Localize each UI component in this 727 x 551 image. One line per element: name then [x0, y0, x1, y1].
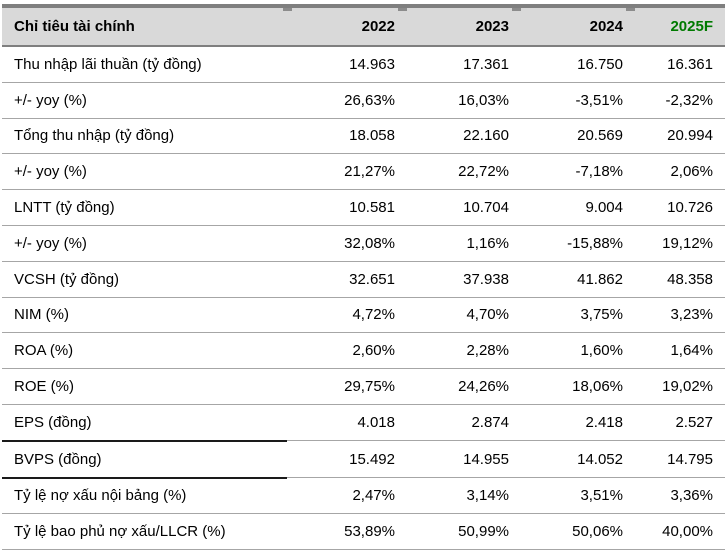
- cell-2025f: 10.726: [630, 189, 725, 226]
- table-top-border: [2, 4, 725, 11]
- header-year-2025f: 2025F: [630, 8, 725, 47]
- row-label: ROA (%): [2, 332, 287, 370]
- cell-2023: 50,99%: [402, 513, 516, 551]
- cell-2023: 37.938: [402, 261, 516, 298]
- row-label: LNTT (tỷ đồng): [2, 189, 287, 226]
- cell-2024: -3,51%: [516, 82, 630, 119]
- cell-2022: 53,89%: [287, 513, 402, 551]
- table-row-roe: ROE (%) 29,75% 24,26% 18,06% 19,02%: [2, 368, 725, 405]
- table-row-roa: ROA (%) 2,60% 2,28% 1,60% 1,64%: [2, 332, 725, 370]
- cell-2022: 2,60%: [287, 332, 402, 370]
- cell-2022: 10.581: [287, 189, 402, 226]
- cell-2022: 14.963: [287, 46, 402, 83]
- table-row-llcr: Tỷ lệ bao phủ nợ xấu/LLCR (%) 53,89% 50,…: [2, 513, 725, 551]
- cell-2023: 2.874: [402, 404, 516, 442]
- header-year-2022: 2022: [287, 8, 402, 47]
- table-body: Thu nhập lãi thuần (tỷ đồng) 14.963 17.3…: [2, 46, 725, 551]
- table-row-eps: EPS (đồng) 4.018 2.874 2.418 2.527: [2, 404, 725, 442]
- cell-2022: 32,08%: [287, 225, 402, 262]
- table-row-yoy: +/- yoy (%) 21,27% 22,72% -7,18% 2,06%: [2, 153, 725, 191]
- cell-2025f: 16.361: [630, 46, 725, 83]
- table-row-yoy: +/- yoy (%) 26,63% 16,03% -3,51% -2,32%: [2, 82, 725, 119]
- table-header: Chỉ tiêu tài chính 2022 2023 2024 2025F: [2, 8, 725, 47]
- table-row-yoy: +/- yoy (%) 32,08% 1,16% -15,88% 19,12%: [2, 225, 725, 262]
- cell-2023: 3,14%: [402, 477, 516, 515]
- cell-2025f: 3,23%: [630, 297, 725, 334]
- row-label: NIM (%): [2, 297, 287, 334]
- row-label: Thu nhập lãi thuần (tỷ đồng): [2, 46, 287, 83]
- cell-2025f: 48.358: [630, 261, 725, 298]
- column-boundary-tick: [398, 8, 407, 11]
- cell-2023: 24,26%: [402, 368, 516, 405]
- header-label: Chỉ tiêu tài chính: [2, 8, 287, 47]
- cell-2025f: 3,36%: [630, 477, 725, 515]
- cell-2023: 1,16%: [402, 225, 516, 262]
- row-label: +/- yoy (%): [2, 82, 287, 119]
- cell-2022: 15.492: [287, 440, 402, 479]
- table-row-lntt: LNTT (tỷ đồng) 10.581 10.704 9.004 10.72…: [2, 189, 725, 226]
- row-label: Tỷ lệ bao phủ nợ xấu/LLCR (%): [2, 513, 287, 551]
- cell-2022: 32.651: [287, 261, 402, 298]
- row-label: Tỷ lệ nợ xấu nội bảng (%): [2, 477, 287, 515]
- cell-2022: 4.018: [287, 404, 402, 442]
- cell-2025f: 19,12%: [630, 225, 725, 262]
- row-label: Tổng thu nhập (tỷ đồng): [2, 118, 287, 155]
- cell-2024: 50,06%: [516, 513, 630, 551]
- cell-2024: -7,18%: [516, 153, 630, 191]
- cell-2024: 3,51%: [516, 477, 630, 515]
- cell-2024: 3,75%: [516, 297, 630, 334]
- column-boundary-tick: [283, 8, 292, 11]
- row-label: +/- yoy (%): [2, 153, 287, 191]
- cell-2023: 4,70%: [402, 297, 516, 334]
- table-row-vcsh: VCSH (tỷ đồng) 32.651 37.938 41.862 48.3…: [2, 261, 725, 298]
- row-label: +/- yoy (%): [2, 225, 287, 262]
- cell-2025f: 20.994: [630, 118, 725, 155]
- cell-2022: 29,75%: [287, 368, 402, 405]
- cell-2025f: 1,64%: [630, 332, 725, 370]
- cell-2022: 21,27%: [287, 153, 402, 191]
- cell-2023: 22,72%: [402, 153, 516, 191]
- column-boundary-tick: [626, 8, 635, 11]
- cell-2025f: -2,32%: [630, 82, 725, 119]
- cell-2024: -15,88%: [516, 225, 630, 262]
- cell-2023: 2,28%: [402, 332, 516, 370]
- row-label: ROE (%): [2, 368, 287, 405]
- cell-2024: 2.418: [516, 404, 630, 442]
- table-row-nim: NIM (%) 4,72% 4,70% 3,75% 3,23%: [2, 297, 725, 334]
- row-label: EPS (đồng): [2, 404, 287, 442]
- cell-2025f: 40,00%: [630, 513, 725, 551]
- table-row-net-interest-income: Thu nhập lãi thuần (tỷ đồng) 14.963 17.3…: [2, 46, 725, 83]
- row-label: BVPS (đồng): [2, 439, 287, 479]
- row-label: VCSH (tỷ đồng): [2, 261, 287, 298]
- cell-2023: 14.955: [402, 440, 516, 479]
- cell-2023: 17.361: [402, 46, 516, 83]
- cell-2024: 41.862: [516, 261, 630, 298]
- cell-2024: 1,60%: [516, 332, 630, 370]
- cell-2023: 16,03%: [402, 82, 516, 119]
- cell-2025f: 2.527: [630, 404, 725, 442]
- table-row-bvps: BVPS (đồng) 15.492 14.955 14.052 14.795: [2, 439, 725, 479]
- cell-2025f: 19,02%: [630, 368, 725, 405]
- column-boundary-tick: [512, 8, 521, 11]
- header-row: Chỉ tiêu tài chính 2022 2023 2024 2025F: [2, 8, 725, 47]
- cell-2025f: 14.795: [630, 440, 725, 479]
- cell-2025f: 2,06%: [630, 153, 725, 191]
- table-row-total-income: Tổng thu nhập (tỷ đồng) 18.058 22.160 20…: [2, 118, 725, 155]
- cell-2024: 18,06%: [516, 368, 630, 405]
- cell-2023: 10.704: [402, 189, 516, 226]
- cell-2022: 2,47%: [287, 477, 402, 515]
- table-row-npl-ratio: Tỷ lệ nợ xấu nội bảng (%) 2,47% 3,14% 3,…: [2, 477, 725, 515]
- financial-table: Chỉ tiêu tài chính 2022 2023 2024 2025F …: [2, 8, 725, 551]
- cell-2022: 26,63%: [287, 82, 402, 119]
- cell-2024: 16.750: [516, 46, 630, 83]
- cell-2024: 14.052: [516, 440, 630, 479]
- header-year-2023: 2023: [402, 8, 516, 47]
- header-year-2024: 2024: [516, 8, 630, 47]
- cell-2023: 22.160: [402, 118, 516, 155]
- cell-2022: 18.058: [287, 118, 402, 155]
- cell-2024: 9.004: [516, 189, 630, 226]
- cell-2024: 20.569: [516, 118, 630, 155]
- cell-2022: 4,72%: [287, 297, 402, 334]
